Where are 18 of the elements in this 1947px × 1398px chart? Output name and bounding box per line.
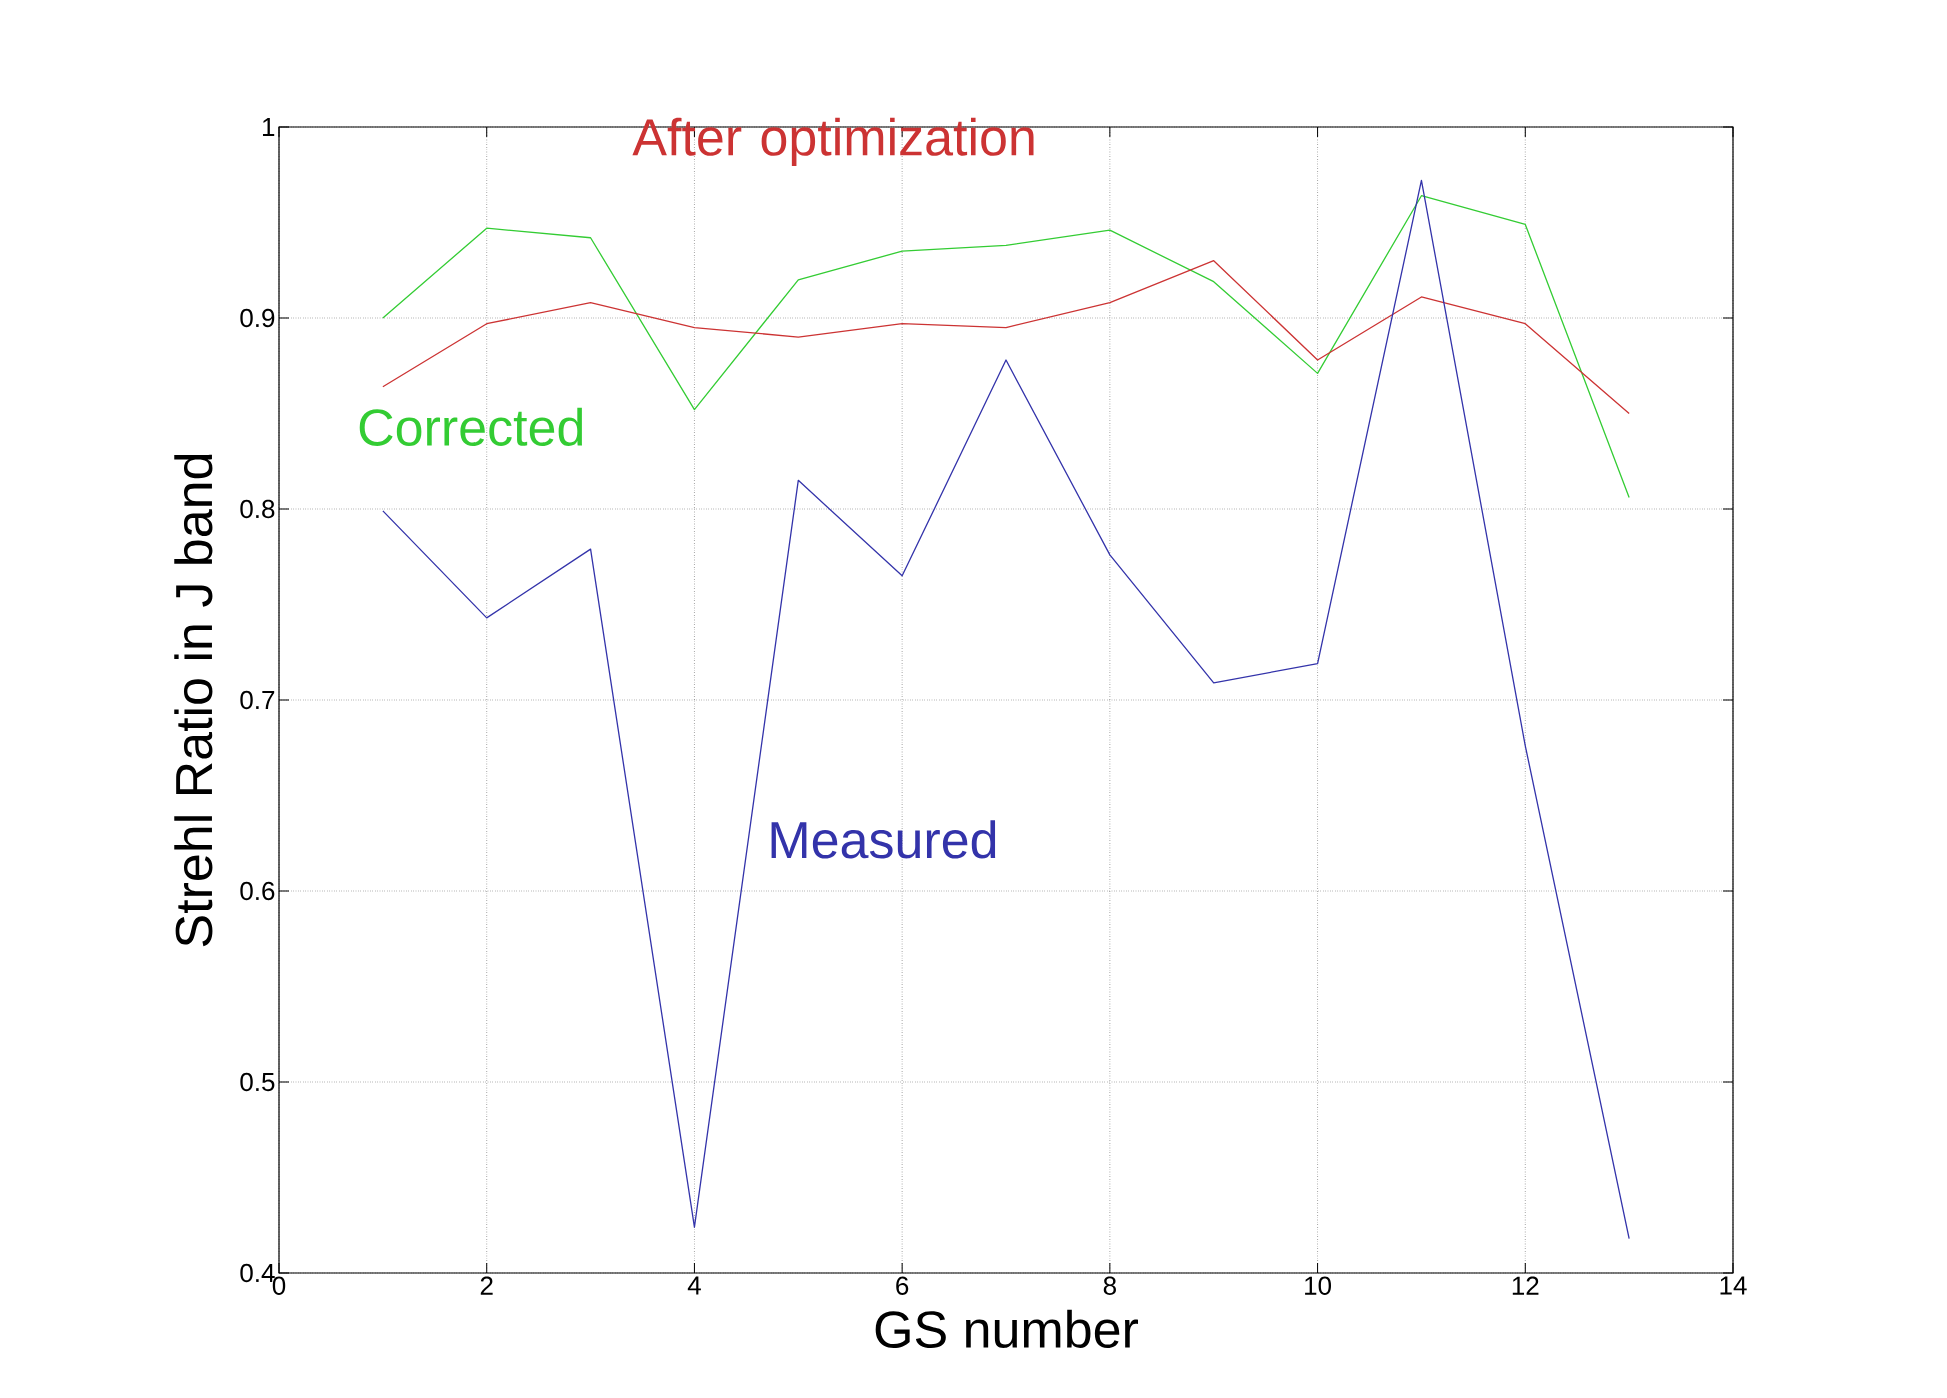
series-label: Corrected (359, 407, 583, 446)
y-tick-label: 0.6 (240, 881, 275, 901)
series-label: Measured (771, 820, 996, 859)
x-tick-label: 12 (1512, 1276, 1539, 1295)
x-tick-label: 10 (1305, 1276, 1332, 1295)
y-tick-label: 1 (262, 118, 275, 136)
x-tick-label: 4 (687, 1276, 701, 1295)
y-axis-title: Strehl Ratio in J band (174, 454, 213, 947)
x-tick-label: 14 (1720, 1276, 1747, 1295)
y-tick-label: 0.5 (240, 1072, 275, 1092)
text: After optimization (632, 117, 1034, 167)
y-tick-label: 0.8 (240, 499, 275, 519)
y-tick-label: 0.9 (240, 308, 275, 328)
x-tick-label: 6 (896, 1276, 909, 1295)
x-axis-title: GS number (875, 1309, 1139, 1348)
x-tick-label: 2 (480, 1276, 493, 1295)
x-tick-label: 8 (1103, 1276, 1116, 1295)
y-tick-label: 0.7 (240, 690, 275, 710)
